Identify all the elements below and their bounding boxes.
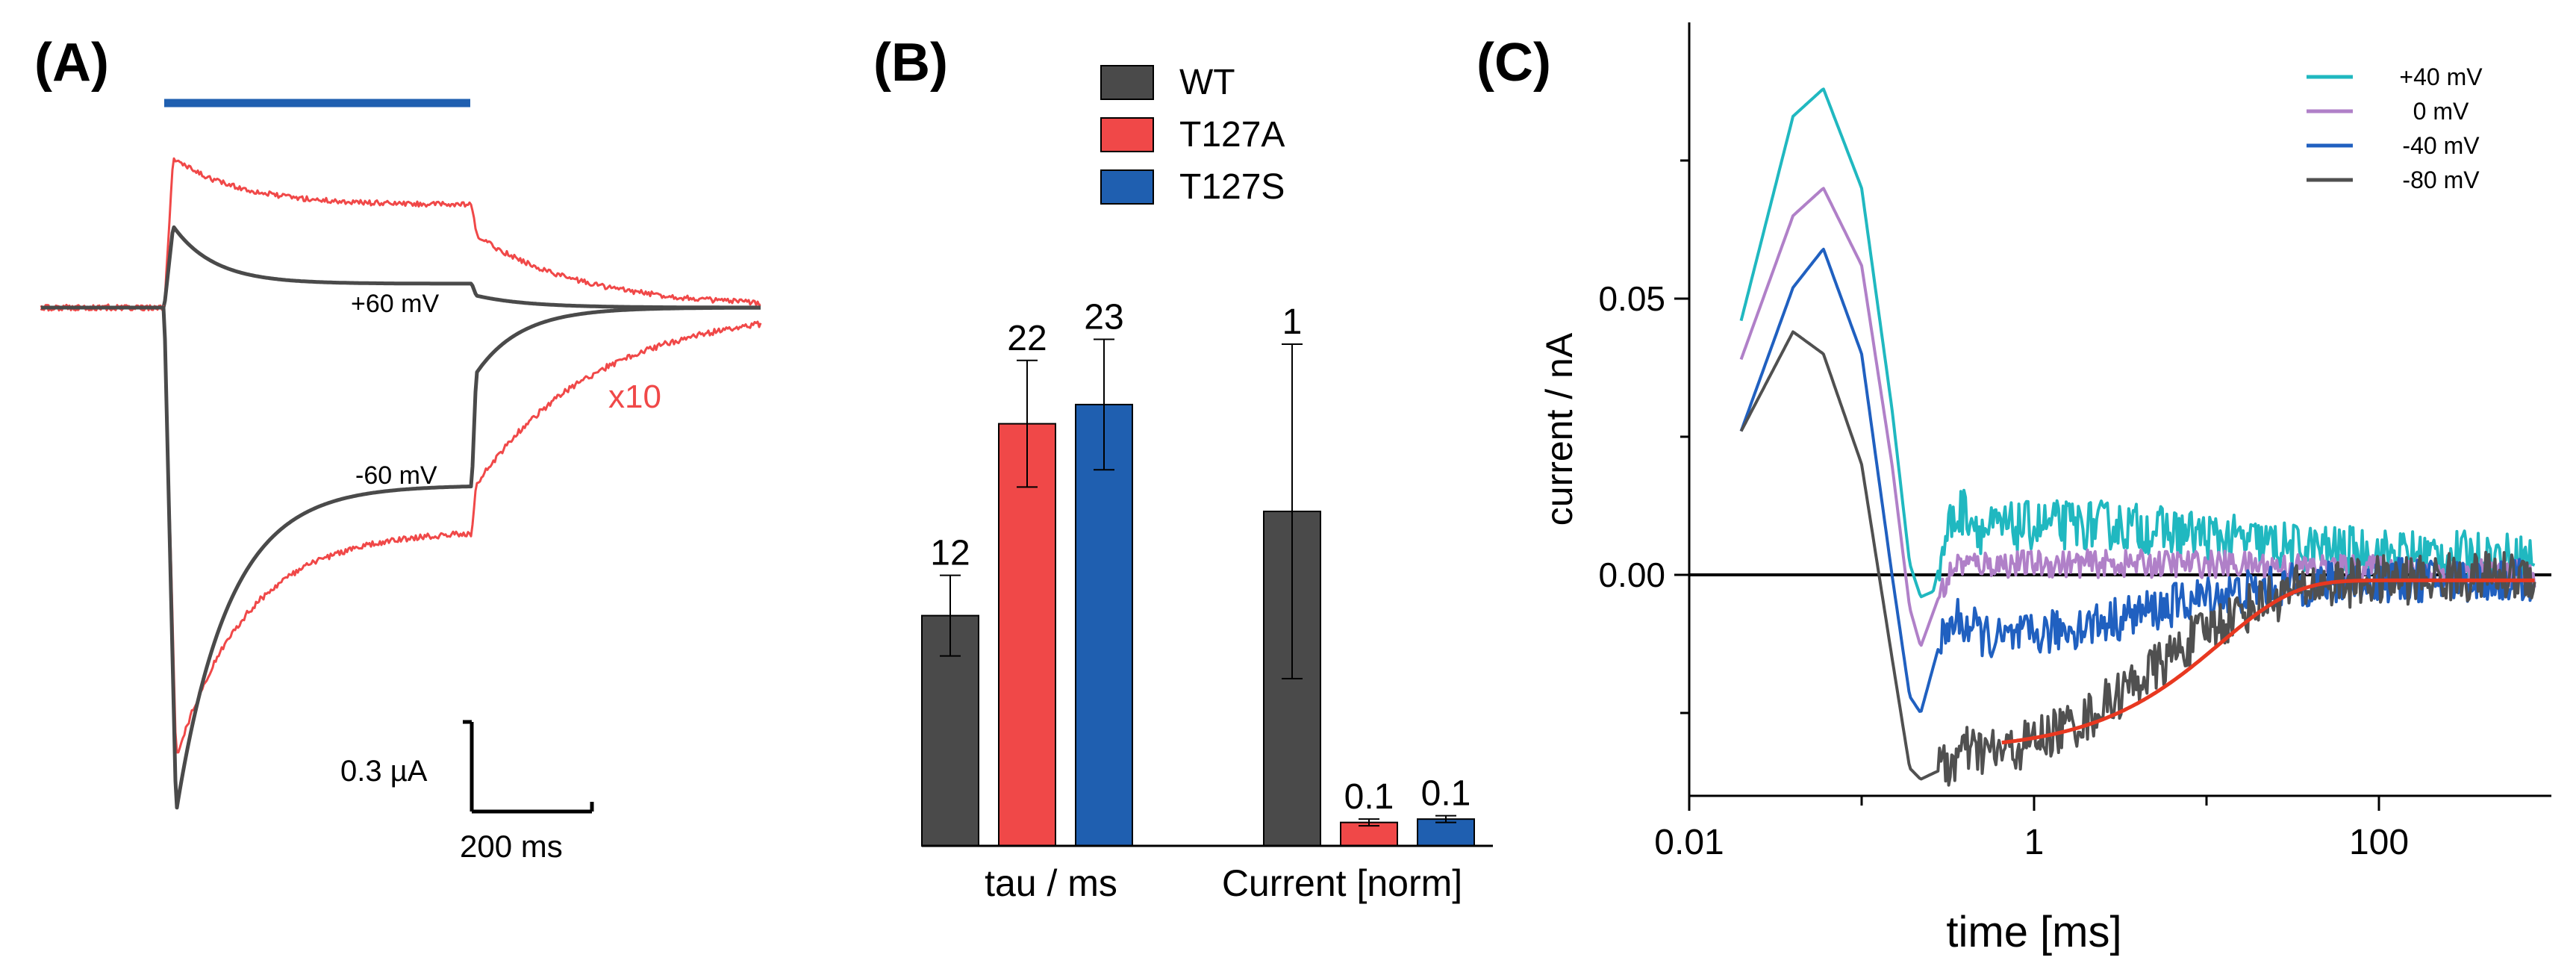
panel-c: (C) 0.01 1 100 0.00 0.05 time [ms] current /… [1476,22,2551,956]
y-tick-label: 0.00 [1598,555,1665,594]
annotation-minus60: -60 mV [355,461,437,490]
legend-label-t127a: T127A [1179,115,1285,155]
annotation-x10: x10 [608,379,661,415]
y-tick-label: 0.05 [1598,279,1665,318]
panel-b-bars: 12 22 23 1 0.1 0.1 [921,298,1475,847]
panel-c-legend: +40 mV 0 mV -40 mV -80 mV [2307,63,2483,193]
bar-tau-t127s [1075,403,1133,847]
group-label-tau: tau / ms [985,862,1117,904]
panel-a: (A) +60 mV -60 mV x10 0.3 µA 200 ms [34,33,762,864]
legend-label: -40 mV [2402,132,2480,159]
panel-a-traces [40,157,762,810]
bar-value-label: 0.1 [1344,777,1394,817]
trace-minus60 [40,305,761,810]
panel-b-legend: WT T127A T127S [1100,63,1285,207]
legend-label-t127s: T127S [1179,167,1285,207]
legend-swatch-wt [1100,65,1154,100]
x-axis-title: time [ms] [1946,908,2121,956]
series-line-40mv [1739,87,2536,599]
bar-value-label: 12 [930,534,970,573]
panel-c-plot [1689,87,2551,787]
legend-swatch-t127a [1100,117,1154,152]
x-tick-label: 1 [2024,823,2045,862]
bar-value-label: 1 [1282,302,1303,342]
legend-label: 0 mV [2413,98,2469,125]
legend-label-wt: WT [1179,63,1235,102]
legend-label: -80 mV [2402,166,2480,193]
trace-plus60-x10 [40,157,761,311]
panel-b: (B) WT T127A T127S 12 22 23 1 0.1 0.1 tau / m… [873,33,1493,904]
panel-c-axes: 0.01 1 100 0.00 0.05 [1598,22,2551,862]
legend-swatch-t127s [1100,169,1154,205]
series-line-80mv [1739,330,2536,787]
scale-label-y: 0.3 µA [340,755,428,788]
x-tick-label: 0.01 [1654,823,1724,862]
x-tick-label: 100 [2349,823,2409,862]
panel-c-label: (C) [1476,33,1551,93]
bar-value-label: 0.1 [1421,774,1471,814]
legend-label: +40 mV [2399,63,2483,90]
panel-b-label: (B) [873,33,948,93]
series-line-40mv [1739,247,2536,713]
scale-label-x: 200 ms [460,829,563,864]
trace-minus60-x10 [40,303,762,754]
bar-value-label: 22 [1007,319,1047,358]
fit-curve [2001,578,2535,745]
panel-a-label: (A) [34,33,109,93]
annotation-plus60: +60 mV [351,290,439,318]
y-axis-title: current / nA [1538,332,1580,526]
bar-value-label: 23 [1084,298,1123,337]
group-label-current: Current [norm] [1222,862,1462,904]
